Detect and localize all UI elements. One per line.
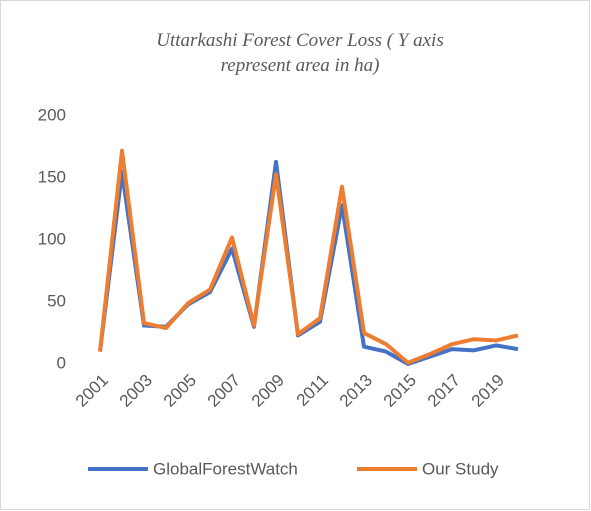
legend-label: GlobalForestWatch	[153, 459, 298, 478]
chart-title: Uttarkashi Forest Cover Loss ( Y axis rep…	[156, 30, 443, 76]
y-tick-label: 150	[38, 167, 66, 186]
y-tick-label: 0	[57, 353, 66, 372]
legend-label: Our Study	[422, 459, 499, 478]
y-tick-label: 200	[38, 105, 66, 124]
data-line	[98, 148, 519, 365]
y-tick-label: 100	[38, 229, 66, 248]
y-tick-label: 50	[47, 291, 66, 310]
